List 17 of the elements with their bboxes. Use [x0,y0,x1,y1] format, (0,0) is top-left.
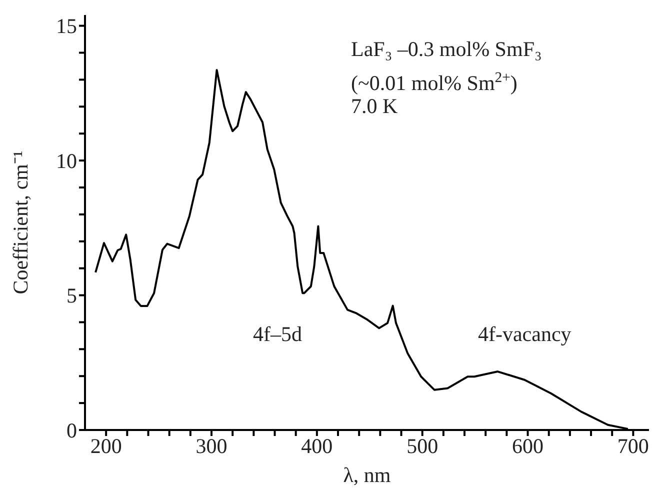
x-tick-label: 400 [301,434,333,458]
x-tick-label: 600 [512,434,544,458]
x-tick-label: 300 [196,434,228,458]
annotation: LaF₃ –0.3 mol% SmF₃ [351,37,542,61]
annotation: (~0.01 mol% Sm$^{2+}$) [351,70,518,95]
y-tick-label: 0 [66,418,77,442]
y-tick-label: 5 [66,284,77,308]
x-tick-label: 200 [90,434,122,458]
annotation: 4f–5d [253,322,302,346]
x-tick-label: 500 [406,434,438,458]
x-tick-label: 700 [617,434,649,458]
annotation: 4f-vacancy [478,322,572,346]
y-tick-label: 15 [56,14,77,38]
x-axis-title: λ, nm [343,463,391,487]
y-tick-label: 10 [56,148,77,173]
y-axis-title: Coefficient, cm⁻¹ [8,150,32,294]
annotation: 7.0 K [351,94,398,118]
